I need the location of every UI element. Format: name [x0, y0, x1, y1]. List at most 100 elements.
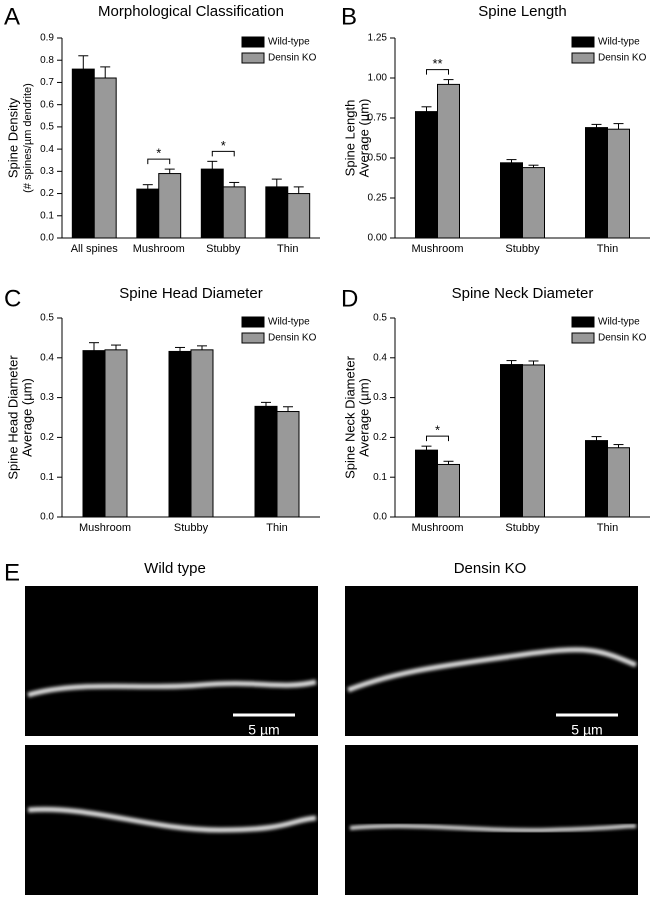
bar [607, 447, 630, 518]
scale-bar-label: 5 µm [571, 722, 602, 738]
y-tick-label: 0.5 [40, 313, 54, 324]
panel-letter: D [341, 285, 358, 312]
error-bar [421, 445, 432, 451]
chart-title: Morphological Classification [98, 3, 284, 20]
error-bar [443, 460, 454, 465]
panel-letter: C [4, 285, 21, 312]
y-axis-label: Spine Density [5, 97, 20, 178]
y-tick-label: 0.5 [40, 122, 54, 133]
x-tick-label: Stubby [206, 243, 241, 255]
x-tick-label: Thin [597, 522, 618, 534]
bar [500, 162, 523, 239]
error-bar [421, 106, 432, 112]
error-bar [528, 164, 539, 168]
x-tick-label: Thin [266, 522, 287, 534]
bar [82, 350, 106, 518]
y-tick-label: 0.1 [373, 472, 387, 483]
legend-label: Densin KO [598, 53, 647, 64]
legend-label: Densin KO [268, 333, 317, 344]
y-tick-label: 0.3 [40, 392, 54, 403]
y-tick-label: 0.2 [40, 188, 54, 199]
x-tick-label: Thin [597, 243, 618, 255]
y-tick-label: 1.25 [368, 33, 388, 44]
bar [585, 127, 608, 239]
y-tick-label: 0.2 [40, 432, 54, 443]
x-tick-label: Stubby [505, 243, 540, 255]
bar [93, 77, 117, 239]
image-column-title: Densin KO [454, 560, 527, 577]
y-tick-label: 0.0 [40, 512, 54, 523]
panel-letter: B [341, 3, 357, 30]
y-axis-label: Average (µm) [19, 378, 34, 457]
bar [136, 188, 160, 239]
significance-label: ** [432, 56, 442, 71]
bar [71, 68, 95, 239]
image-column-title: Wild type [144, 560, 206, 577]
y-tick-label: 0.4 [373, 352, 387, 363]
x-tick-label: Mushroom [133, 243, 185, 255]
error-bar [528, 360, 539, 365]
legend-swatch [571, 36, 595, 48]
y-tick-label: 0.3 [40, 166, 54, 177]
y-tick-label: 0.5 [373, 313, 387, 324]
x-tick-label: All spines [71, 243, 119, 255]
bar [585, 440, 608, 518]
significance-bracket [147, 158, 171, 165]
error-bar [175, 346, 185, 352]
bar [190, 349, 214, 518]
significance-bracket [426, 435, 449, 442]
bar [437, 83, 460, 239]
y-tick-label: 0.0 [373, 512, 387, 523]
legend-label: Wild-type [598, 317, 640, 328]
error-bar [261, 401, 271, 407]
x-tick-label: Thin [277, 243, 298, 255]
micrograph [345, 745, 638, 895]
y-tick-label: 0.0 [40, 233, 54, 244]
y-tick-label: 0.6 [40, 99, 54, 110]
bar [437, 463, 460, 518]
error-bar [293, 186, 304, 194]
y-tick-label: 0.7 [40, 77, 54, 88]
bar [222, 186, 246, 239]
y-tick-label: 0.4 [40, 144, 54, 155]
error-bar [142, 184, 153, 190]
bar [104, 349, 128, 518]
error-bar [207, 160, 218, 170]
significance-label: * [156, 146, 161, 161]
legend-swatch [571, 316, 595, 328]
x-tick-label: Mushroom [412, 243, 464, 255]
y-axis-label: Spine Length [342, 100, 357, 177]
legend-swatch [571, 332, 595, 344]
y-tick-label: 0.50 [368, 153, 388, 164]
bar [522, 167, 545, 239]
bar [265, 186, 289, 239]
bar [607, 128, 630, 239]
y-tick-label: 0.00 [368, 233, 388, 244]
bar [276, 411, 300, 518]
bar [415, 449, 438, 518]
x-tick-label: Mushroom [79, 522, 131, 534]
bar [287, 193, 311, 239]
error-bar [613, 444, 624, 448]
y-axis-label: Spine Neck Diameter [342, 355, 357, 478]
error-bar [506, 159, 517, 163]
y-axis-label: Average (µm) [356, 99, 371, 178]
error-bar [229, 181, 240, 187]
error-bar [283, 406, 293, 412]
error-bar [271, 178, 282, 187]
bar [522, 364, 545, 518]
error-bar [89, 342, 99, 351]
panel-letter: E [4, 559, 20, 586]
chart-title: Spine Length [478, 3, 566, 20]
y-axis-label: Spine Head Diameter [5, 355, 20, 480]
error-bar [164, 168, 175, 174]
legend-label: Wild-type [598, 37, 640, 48]
y-tick-label: 0.1 [40, 210, 54, 221]
bar [168, 350, 192, 518]
significance-label: * [221, 138, 226, 153]
chart-title: Spine Neck Diameter [452, 285, 594, 302]
y-tick-label: 1.00 [368, 73, 388, 84]
legend-label: Wild-type [268, 317, 310, 328]
error-bar [591, 436, 602, 441]
